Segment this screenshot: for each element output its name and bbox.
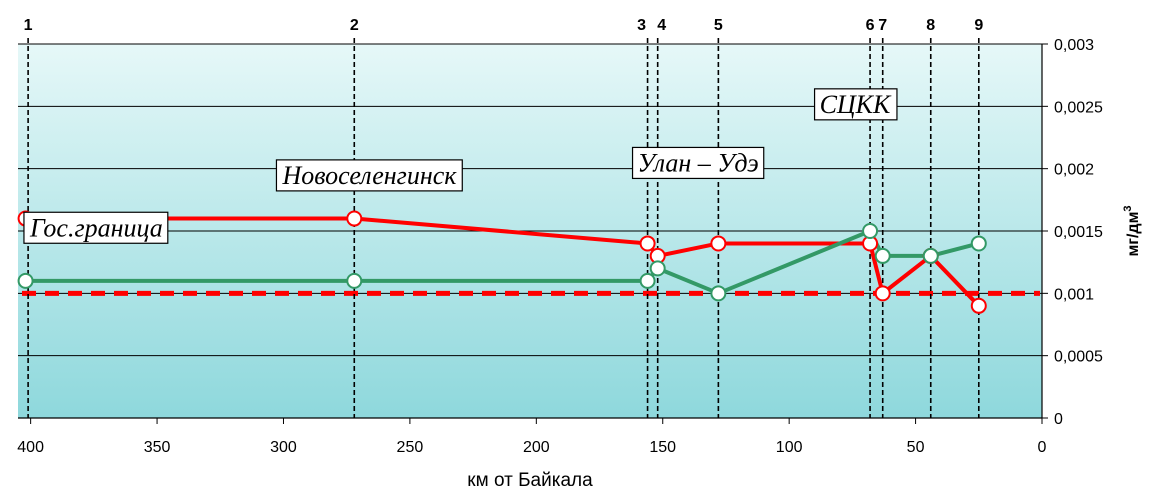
y-tick-label: 0	[1054, 411, 1063, 428]
station-number: 6	[866, 17, 875, 34]
y-tick-label: 0,001	[1054, 286, 1094, 303]
station-number: 2	[350, 17, 359, 34]
station-number: 1	[24, 17, 33, 34]
y-axis-title-superscript: 3	[1122, 205, 1134, 211]
annotation-frame	[813, 88, 898, 121]
x-tick-label: 300	[270, 439, 297, 456]
series-2-point	[862, 223, 879, 239]
y-tick-label: 0,002	[1054, 162, 1094, 179]
series-2-point	[639, 272, 656, 289]
y-tick-label: 0,0005	[1054, 349, 1103, 366]
annotation-frame	[631, 146, 765, 180]
x-tick-label: 100	[776, 439, 803, 456]
series-1-point	[710, 235, 727, 252]
annotation-box: Новоселенгинск	[275, 159, 463, 192]
annotation-text: СЦКК	[820, 90, 892, 119]
series-2-point	[970, 235, 987, 252]
series-1-point	[346, 210, 363, 227]
annotation-box: Гос.граница	[23, 211, 169, 244]
x-axis-title: км от Байкала	[467, 470, 593, 491]
station-number: 5	[714, 17, 723, 34]
x-tick-label: 0	[1038, 439, 1047, 456]
x-tick-label: 250	[397, 439, 424, 456]
y-tick-label: 0,003	[1054, 37, 1094, 54]
y-tick-label: 0,0015	[1054, 224, 1103, 241]
x-tick-label: 400	[17, 439, 44, 456]
y-tick-label: 0,0025	[1054, 99, 1103, 116]
y-axis-title: мг/дм3	[1122, 205, 1142, 256]
station-number: 4	[657, 17, 666, 34]
station-number: 7	[878, 17, 887, 34]
annotation-frame	[275, 159, 463, 192]
y-axis-title-main: мг/дм	[1125, 212, 1142, 257]
annotation-text: Улан – Удэ	[638, 148, 759, 177]
series-1-point	[970, 297, 987, 314]
series-2-point	[649, 260, 666, 277]
x-tick-label: 50	[907, 439, 925, 456]
station-number: 9	[974, 17, 983, 34]
series-1-point	[639, 235, 656, 252]
annotation-text: Новоселенгинск	[281, 161, 457, 190]
annotation-box: Улан – Удэ	[631, 146, 765, 180]
series-2-point	[874, 247, 891, 264]
annotation-frame	[23, 211, 169, 244]
x-tick-label: 200	[523, 439, 550, 456]
series-2-point	[922, 247, 939, 264]
series-2-point	[710, 285, 727, 302]
x-tick-label: 350	[144, 439, 171, 456]
series-2-point	[17, 272, 34, 289]
station-number: 8	[926, 17, 935, 34]
x-tick-label: 150	[649, 439, 676, 456]
annotation-text: Гос.граница	[29, 213, 163, 242]
series-2-point	[346, 272, 363, 289]
annotation-box: СЦКК	[813, 88, 898, 121]
station-number: 3	[637, 17, 646, 34]
series-1-point	[874, 285, 891, 302]
